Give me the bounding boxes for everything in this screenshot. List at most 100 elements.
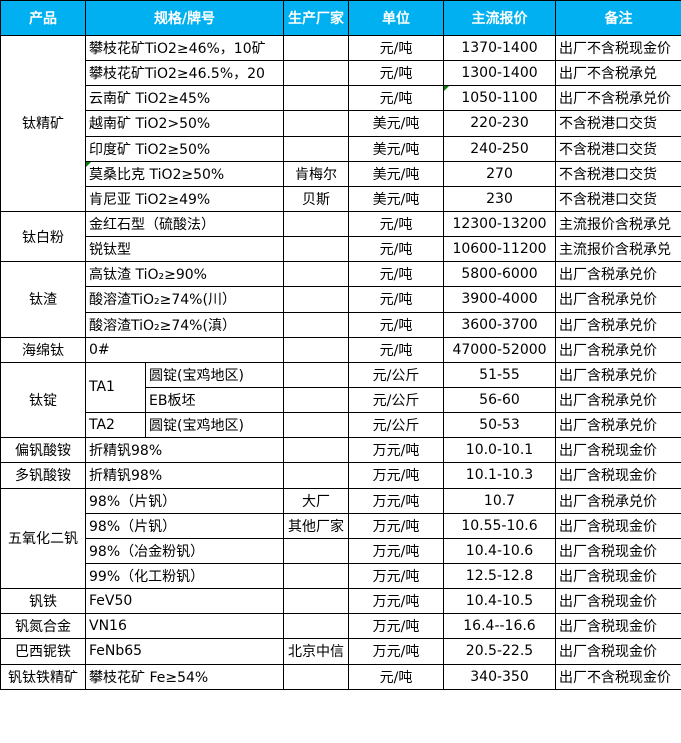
- note-cell[interactable]: 出厂不含税现金价: [555, 34, 681, 62]
- spec-cell[interactable]: 攀枝花矿TiO2≥46.5%，20: [85, 60, 284, 87]
- note-cell[interactable]: 主流报价含税承兑: [555, 210, 681, 238]
- product-cell[interactable]: 钛白粉: [0, 210, 86, 263]
- unit-cell[interactable]: 万元/吨: [348, 537, 444, 564]
- price-cell[interactable]: 10.55-10.6: [443, 512, 556, 539]
- unit-cell[interactable]: 元/吨: [348, 663, 444, 691]
- note-cell[interactable]: 出厂含税承兑价: [555, 487, 681, 514]
- note-cell[interactable]: 出厂含税承兑价: [555, 386, 681, 414]
- unit-cell[interactable]: 元/公斤: [348, 412, 444, 439]
- product-cell[interactable]: 钛渣: [0, 261, 86, 338]
- unit-cell[interactable]: 元/吨: [348, 261, 444, 288]
- spec-cell[interactable]: 锐钛型: [85, 236, 284, 263]
- maker-cell[interactable]: [283, 462, 349, 489]
- price-cell[interactable]: 50-53: [443, 412, 556, 439]
- product-cell[interactable]: 钛锭: [0, 361, 86, 439]
- spec-form-cell[interactable]: 圆锭(宝鸡地区): [145, 412, 284, 439]
- spec-cell[interactable]: 0#: [85, 336, 284, 363]
- spec-cell[interactable]: 酸溶渣TiO₂≥74%(川）: [85, 286, 284, 313]
- spec-cell[interactable]: 高钛渣 TiO₂≥90%: [85, 261, 284, 288]
- unit-cell[interactable]: 万元/吨: [348, 638, 444, 665]
- note-cell[interactable]: 出厂不含税现金价: [555, 663, 681, 691]
- unit-cell[interactable]: 元/吨: [348, 336, 444, 363]
- price-cell[interactable]: 5800-6000: [443, 261, 556, 288]
- price-cell[interactable]: 3900-4000: [443, 286, 556, 313]
- spec-cell[interactable]: 攀枝花矿TiO2≥46%，10矿: [85, 34, 284, 62]
- note-cell[interactable]: 出厂含税现金价: [555, 437, 681, 464]
- price-cell[interactable]: 16.4--16.6: [443, 613, 556, 640]
- spec-cell[interactable]: FeV50: [85, 588, 284, 615]
- unit-cell[interactable]: 美元/吨: [348, 110, 444, 137]
- maker-cell[interactable]: [283, 135, 349, 162]
- price-cell[interactable]: 240-250: [443, 135, 556, 162]
- maker-cell[interactable]: [283, 311, 349, 338]
- price-cell[interactable]: 20.5-22.5: [443, 638, 556, 665]
- header-maker[interactable]: 生产厂家: [283, 0, 349, 36]
- maker-cell[interactable]: [283, 286, 349, 313]
- price-cell[interactable]: 10600-11200: [443, 236, 556, 263]
- unit-cell[interactable]: 美元/吨: [348, 185, 444, 212]
- note-cell[interactable]: 不含税港口交货: [555, 110, 681, 137]
- maker-cell[interactable]: 大厂: [283, 487, 349, 514]
- price-cell[interactable]: 12300-13200: [443, 210, 556, 238]
- unit-cell[interactable]: 万元/吨: [348, 437, 444, 464]
- price-cell[interactable]: 3600-3700: [443, 311, 556, 338]
- unit-cell[interactable]: 万元/吨: [348, 613, 444, 640]
- spec-cell[interactable]: 莫桑比克 TiO2≥50%: [85, 160, 284, 187]
- unit-cell[interactable]: 元/吨: [348, 210, 444, 238]
- unit-cell[interactable]: 元/吨: [348, 236, 444, 263]
- price-cell[interactable]: 230: [443, 185, 556, 212]
- unit-cell[interactable]: 元/吨: [348, 60, 444, 87]
- price-cell[interactable]: 1050-1100: [443, 85, 556, 112]
- spec-cell[interactable]: 云南矿 TiO2≥45%: [85, 85, 284, 112]
- maker-cell[interactable]: [283, 336, 349, 363]
- header-product[interactable]: 产品: [0, 0, 86, 36]
- note-cell[interactable]: 出厂含税承兑价: [555, 311, 681, 338]
- price-cell[interactable]: 270: [443, 160, 556, 187]
- note-cell[interactable]: 主流报价含税承兑: [555, 236, 681, 263]
- unit-cell[interactable]: 美元/吨: [348, 135, 444, 162]
- header-spec[interactable]: 规格/牌号: [85, 0, 284, 36]
- note-cell[interactable]: 出厂含税现金价: [555, 562, 681, 590]
- header-note[interactable]: 备注: [555, 0, 681, 36]
- maker-cell[interactable]: [283, 613, 349, 640]
- price-cell[interactable]: 10.0-10.1: [443, 437, 556, 464]
- spec-grade-cell[interactable]: TA1: [85, 361, 146, 414]
- unit-cell[interactable]: 万元/吨: [348, 487, 444, 514]
- unit-cell[interactable]: 万元/吨: [348, 462, 444, 489]
- product-cell[interactable]: 多钒酸铵: [0, 462, 86, 489]
- note-cell[interactable]: 出厂含税现金价: [555, 613, 681, 640]
- spec-cell[interactable]: FeNb65: [85, 638, 284, 665]
- spec-cell[interactable]: 印度矿 TiO2≥50%: [85, 135, 284, 162]
- price-cell[interactable]: 10.1-10.3: [443, 462, 556, 489]
- spec-cell[interactable]: 折精钒98%: [85, 437, 284, 464]
- spec-grade-cell[interactable]: TA2: [85, 412, 146, 439]
- header-price[interactable]: 主流报价: [443, 0, 556, 36]
- spec-cell[interactable]: 肯尼亚 TiO2≥49%: [85, 185, 284, 212]
- spec-form-cell[interactable]: EB板坯: [145, 386, 284, 414]
- maker-cell[interactable]: [283, 386, 349, 414]
- product-cell[interactable]: 偏钒酸铵: [0, 437, 86, 464]
- maker-cell[interactable]: [283, 588, 349, 615]
- price-cell[interactable]: 56-60: [443, 386, 556, 414]
- maker-cell[interactable]: 北京中信: [283, 638, 349, 665]
- note-cell[interactable]: 出厂含税现金价: [555, 537, 681, 564]
- unit-cell[interactable]: 元/吨: [348, 286, 444, 313]
- maker-cell[interactable]: [283, 85, 349, 112]
- maker-cell[interactable]: 其他厂家: [283, 512, 349, 539]
- unit-cell[interactable]: 万元/吨: [348, 588, 444, 615]
- spec-cell[interactable]: VN16: [85, 613, 284, 640]
- maker-cell[interactable]: [283, 537, 349, 564]
- product-cell[interactable]: 钒钛铁精矿: [0, 663, 86, 691]
- unit-cell[interactable]: 万元/吨: [348, 562, 444, 590]
- maker-cell[interactable]: [283, 261, 349, 288]
- note-cell[interactable]: 出厂含税承兑价: [555, 286, 681, 313]
- maker-cell[interactable]: [283, 412, 349, 439]
- product-cell[interactable]: 海绵钛: [0, 336, 86, 363]
- maker-cell[interactable]: [283, 361, 349, 388]
- maker-cell[interactable]: [283, 562, 349, 590]
- price-cell[interactable]: 1370-1400: [443, 34, 556, 62]
- unit-cell[interactable]: 美元/吨: [348, 160, 444, 187]
- maker-cell[interactable]: [283, 236, 349, 263]
- unit-cell[interactable]: 万元/吨: [348, 512, 444, 539]
- note-cell[interactable]: 不含税港口交货: [555, 185, 681, 212]
